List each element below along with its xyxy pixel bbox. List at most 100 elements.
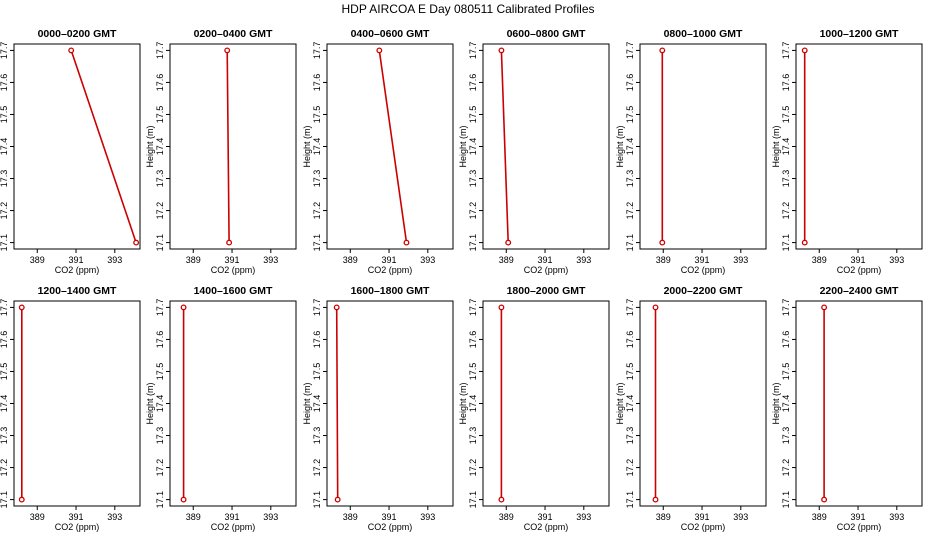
y-tick-label: 17.6 [468,74,478,92]
data-point [821,496,828,503]
x-tick-label: 393 [107,512,122,522]
y-tick-label: 17.6 [312,331,322,349]
y-tick-label: 17.5 [781,363,791,381]
y-tick-label: 17.3 [312,427,322,445]
panel-title: 1000–1200 GMT [820,28,899,40]
panel-title: 1800–2000 GMT [507,285,586,297]
x-tick-label: 389 [656,255,671,265]
x-tick-label: 389 [343,512,358,522]
y-tick-label: 17.6 [468,331,478,349]
y-tick-label: 17.2 [155,202,165,220]
x-axis-label: CO2 (ppm) [55,265,100,275]
data-point [498,47,505,54]
x-tick-label: 391 [69,512,84,522]
x-tick-label: 391 [538,512,553,522]
y-tick-label: 17.4 [312,138,322,156]
data-point [68,47,75,54]
data-point [180,496,187,503]
y-tick-label: 17.7 [0,42,9,60]
y-tick-label: 17.4 [625,395,635,413]
x-tick-label: 393 [889,255,904,265]
y-tick-label: 17.2 [0,459,9,477]
y-tick-label: 17.7 [781,42,791,60]
y-axis-label: Height (m) [458,382,468,424]
y-tick-label: 17.5 [155,106,165,124]
panel-grid: 0000–0200 GMT 389 391 393 17.1 17.2 17.3 17.4 17… [0,28,923,532]
y-tick-label: 17.4 [468,395,478,413]
panel-12: 2200–2400 GMT 389 391 393 17.1 17.2 17.3 17.4 17… [771,285,923,532]
y-tick-label: 17.3 [625,427,635,445]
data-point [659,239,666,246]
panel-9: 1600–1800 GMT 389 391 393 17.1 17.2 17.3 17.4 17… [302,285,454,532]
panel-3: 0400–0600 GMT 389 391 393 17.1 17.2 17.3 17.4 17… [302,28,454,275]
profile-line [378,50,408,243]
y-tick-label: 17.4 [781,395,791,413]
y-tick-label: 17.7 [155,42,165,60]
y-tick-label: 17.7 [312,299,322,317]
y-tick-label: 17.3 [155,170,165,188]
y-tick-label: 17.6 [625,331,635,349]
y-tick-label: 17.1 [468,234,478,252]
panel-11: 2000–2200 GMT 389 391 393 17.1 17.2 17.3 17.4 17… [615,285,767,532]
y-tick-label: 17.2 [468,202,478,220]
panel-7: 1200–1400 GMT 389 391 393 17.1 17.2 17.3 17.4 17… [0,285,141,532]
x-tick-label: 391 [225,512,240,522]
data-point [498,496,505,503]
y-tick-label: 17.1 [781,234,791,252]
x-tick-label: 389 [812,512,827,522]
panel-8: 1400–1600 GMT 389 391 393 17.1 17.2 17.3 17.4 17… [145,285,297,532]
x-tick-label: 391 [851,512,866,522]
y-tick-label: 17.7 [155,299,165,317]
data-point [133,239,140,246]
data-point [801,47,808,54]
x-tick-label: 393 [733,512,748,522]
x-tick-label: 389 [30,512,45,522]
panel-10: 1800–2000 GMT 389 391 393 17.1 17.2 17.3 17.4 17… [458,285,610,532]
panel-5: 0800–1000 GMT 389 391 393 17.1 17.2 17.3 17.4 17… [615,28,767,275]
x-tick-label: 391 [538,255,553,265]
panel-title: 1400–1600 GMT [194,285,273,297]
x-axis-label: CO2 (ppm) [211,265,256,275]
plot-frame [13,43,141,250]
x-axis-label: CO2 (ppm) [368,265,413,275]
x-tick-label: 389 [343,255,358,265]
panel-title: 0600–0800 GMT [507,28,586,40]
plot-frame [639,300,767,507]
data-point [498,304,505,311]
x-tick-label: 389 [499,255,514,265]
y-tick-label: 17.1 [781,491,791,509]
y-tick-label: 17.4 [781,138,791,156]
data-point [403,239,410,246]
y-axis-label: Height (m) [458,125,468,167]
data-point [333,304,340,311]
x-tick-label: 389 [30,255,45,265]
y-tick-label: 17.1 [0,234,9,252]
profile-line [500,50,509,243]
y-axis-label: Height (m) [302,125,312,167]
y-tick-label: 17.7 [468,299,478,317]
y-tick-label: 17.2 [0,202,9,220]
x-axis-label: CO2 (ppm) [524,265,569,275]
y-tick-label: 17.7 [312,42,322,60]
plot-frame [639,43,767,250]
panel-title: 0800–1000 GMT [664,28,743,40]
y-tick-label: 17.4 [468,138,478,156]
y-axis-label: Height (m) [771,125,781,167]
x-tick-label: 391 [382,255,397,265]
data-point [821,304,828,311]
y-tick-label: 17.4 [155,395,165,413]
y-tick-label: 17.1 [312,234,322,252]
plot-frame [326,43,454,250]
y-tick-label: 17.5 [625,106,635,124]
x-tick-label: 391 [695,255,710,265]
y-tick-label: 17.5 [468,363,478,381]
y-tick-label: 17.5 [468,106,478,124]
y-tick-label: 17.6 [0,74,9,92]
x-tick-label: 391 [225,255,240,265]
panel-title: 0200–0400 GMT [194,28,273,40]
panel-title: 0000–0200 GMT [38,28,117,40]
y-tick-label: 17.5 [0,106,9,124]
y-tick-label: 17.7 [781,299,791,317]
data-point [18,496,25,503]
plot-frame [169,43,297,250]
